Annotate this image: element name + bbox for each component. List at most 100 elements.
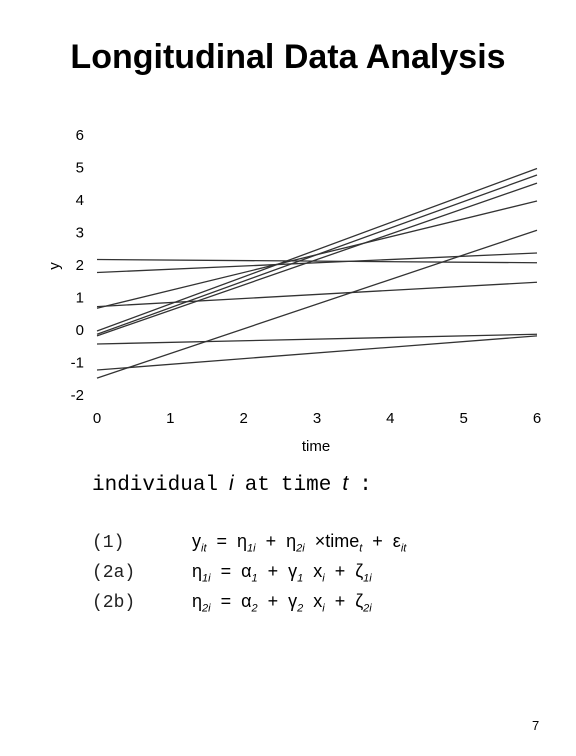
- equation-row: (2a) η1i = α1 + γ1 xi + ζ1i: [92, 558, 416, 588]
- term-subscript: i: [322, 602, 325, 615]
- term-subscript: 2: [251, 602, 258, 615]
- term-base: α: [241, 561, 252, 582]
- x-tick-label: 1: [166, 410, 174, 427]
- term-subscript: t: [359, 542, 363, 555]
- series-line: [96, 333, 538, 345]
- term: εit: [393, 531, 407, 555]
- series-line: [96, 281, 538, 308]
- term-base: γ: [288, 561, 298, 582]
- operator: +: [334, 591, 346, 612]
- x-tick-label: 5: [459, 410, 467, 427]
- series-line: [96, 182, 538, 337]
- term-subscript: 1i: [363, 572, 372, 585]
- y-tick-label: 4: [76, 192, 84, 209]
- term-base: x: [313, 591, 323, 612]
- term-base: ε: [392, 531, 401, 552]
- term-subscript: it: [400, 542, 407, 555]
- term-subscript: it: [201, 542, 207, 555]
- term-base: η: [192, 591, 203, 612]
- equation-row: (2b) η2i = α2 + γ2 xi + ζ2i: [92, 588, 416, 618]
- operator: +: [334, 561, 346, 582]
- term-subscript: 2: [297, 602, 304, 615]
- series-line: [96, 258, 538, 264]
- y-tick-label: -2: [71, 387, 84, 404]
- y-axis-label: y: [46, 262, 63, 270]
- term-subscript: 2i: [363, 602, 372, 615]
- intro-word: t: [342, 472, 349, 495]
- y-tick-label: 5: [76, 159, 84, 176]
- intro-word: time: [280, 474, 332, 497]
- y-tick-label: 2: [76, 257, 84, 274]
- term-subscript: i: [322, 572, 325, 585]
- term-base: γ: [288, 591, 298, 612]
- series-line: [96, 335, 538, 371]
- term-base: α: [241, 591, 252, 612]
- operator: +: [267, 561, 279, 582]
- term-base: x: [313, 561, 323, 582]
- equation: η2i = α2 + γ2 xi + ζ2i: [192, 591, 382, 615]
- term: γ1: [288, 561, 303, 585]
- x-tick-label: 6: [533, 410, 541, 427]
- term-base: η: [192, 561, 203, 582]
- term-base: ζ: [355, 591, 364, 612]
- term: ζ2i: [355, 591, 372, 615]
- term-base: y: [192, 531, 201, 552]
- page-number: 7: [532, 718, 540, 733]
- y-tick-label: -1: [71, 354, 84, 371]
- equation-label: (2a): [92, 563, 136, 583]
- slide-title: Longitudinal Data Analysis: [70, 38, 506, 76]
- chart: time y -2 -1 0 1 2 3 4 5 6 0 1 2 3 4 5 6: [46, 127, 541, 455]
- term: yit: [192, 531, 207, 555]
- equations: (1) yit = η1i + η2i ×timet + εit (2a) η1i = α1 + γ1 xi +…: [92, 528, 416, 618]
- equation: η1i = α1 + γ1 xi + ζ1i: [192, 561, 382, 585]
- term-subscript: 1i: [247, 542, 256, 555]
- term: γ2: [288, 591, 303, 615]
- operator: +: [372, 531, 383, 552]
- y-tick-label: 6: [76, 127, 84, 144]
- equation: yit = η1i + η2i ×timet + εit: [192, 531, 416, 555]
- x-tick-label: 2: [239, 410, 247, 427]
- term: ×timet: [315, 531, 363, 555]
- term-subscript: 2i: [202, 602, 211, 615]
- y-tick-label: 1: [76, 289, 84, 306]
- term-base: ζ: [355, 561, 364, 582]
- operator: =: [216, 531, 228, 552]
- intro-word: :: [359, 474, 372, 497]
- equation-row: (1) yit = η1i + η2i ×timet + εit: [92, 528, 416, 558]
- x-tick-label: 0: [93, 410, 101, 427]
- x-tick-label: 4: [386, 410, 394, 427]
- term: xi: [313, 561, 324, 585]
- term-subscript: 1: [251, 572, 258, 585]
- term: η2i: [192, 591, 211, 615]
- equation-label: (2b): [92, 593, 136, 613]
- term-base: η: [237, 531, 248, 552]
- term: η1i: [192, 561, 211, 585]
- operator: +: [265, 531, 277, 552]
- operator: +: [267, 591, 279, 612]
- term-base: ×time: [314, 531, 360, 552]
- term: ζ1i: [355, 561, 372, 585]
- intro-word: at: [244, 474, 270, 497]
- intro: individual i at time t:: [92, 472, 383, 497]
- operator: =: [220, 591, 232, 612]
- term: α2: [241, 591, 258, 615]
- series-line: [96, 167, 538, 332]
- term-base: η: [286, 531, 297, 552]
- operator: =: [220, 561, 232, 582]
- term: η2i: [286, 531, 305, 555]
- equation-label: (1): [92, 533, 125, 553]
- x-tick-label: 3: [313, 410, 321, 427]
- y-tick-label: 0: [76, 322, 84, 339]
- term-subscript: 1i: [202, 572, 211, 585]
- term: η1i: [237, 531, 256, 555]
- term: α1: [241, 561, 258, 585]
- y-tick-label: 3: [76, 224, 84, 241]
- term-subscript: 2i: [296, 542, 305, 555]
- term-subscript: 1: [297, 572, 304, 585]
- intro-word: i: [229, 472, 234, 495]
- x-axis-label: time: [302, 438, 330, 455]
- series-line: [96, 174, 538, 335]
- series-line: [96, 252, 538, 274]
- series-line: [96, 229, 538, 379]
